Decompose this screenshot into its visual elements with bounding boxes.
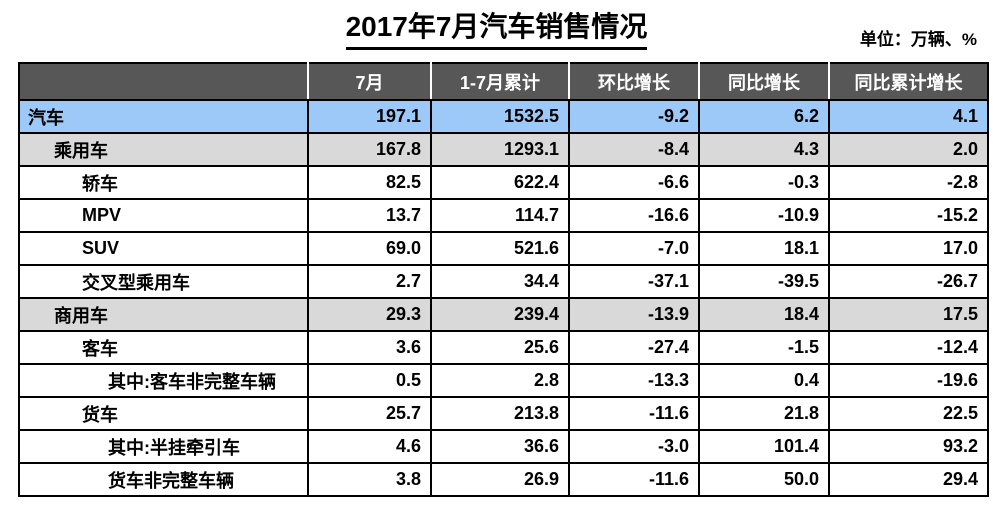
- table-row: 轿车 82.5 622.4 -6.6 -0.3 -2.8: [18, 165, 989, 200]
- value-cell: -6.6: [568, 165, 700, 200]
- column-header-category: [19, 63, 308, 101]
- page-title-text: 2017年7月汽车销售情况: [345, 5, 648, 50]
- value-cell: 17.0: [828, 231, 989, 266]
- value-cell: 2.8: [430, 363, 570, 398]
- value-cell: 239.4: [430, 297, 570, 332]
- table-row: SUV 69.0 521.6 -7.0 18.1 17.0: [18, 231, 989, 266]
- column-header-july: 7月: [307, 63, 431, 101]
- row-label-cell: 其中:客车非完整车辆: [18, 363, 309, 398]
- value-cell: 93.2: [828, 429, 989, 464]
- value-cell: 25.6: [430, 330, 570, 365]
- table-row: 其中:半挂牵引车 4.6 36.6 -3.0 101.4 93.2: [18, 429, 989, 464]
- value-cell: 82.5: [307, 165, 432, 200]
- table-row: 货车 25.7 213.8 -11.6 21.8 22.5: [18, 396, 989, 431]
- value-cell: 0.5: [307, 363, 432, 398]
- value-cell: -13.9: [568, 297, 700, 332]
- value-cell: 34.4: [430, 264, 570, 299]
- row-label-cell: 乘用车: [18, 132, 309, 167]
- value-cell: -13.3: [568, 363, 700, 398]
- value-cell: 18.1: [698, 231, 830, 266]
- value-cell: 1293.1: [430, 132, 570, 167]
- value-cell: 18.4: [698, 297, 830, 332]
- value-cell: 13.7: [307, 198, 432, 233]
- value-cell: -0.3: [698, 165, 830, 200]
- value-cell: -7.0: [568, 231, 700, 266]
- value-cell: 6.2: [698, 99, 830, 134]
- value-cell: 197.1: [307, 99, 432, 134]
- row-label-cell: 交叉型乘用车: [18, 264, 309, 299]
- value-cell: -9.2: [568, 99, 700, 134]
- row-label-cell: SUV: [18, 231, 309, 266]
- value-cell: 25.7: [307, 396, 432, 431]
- value-cell: 101.4: [698, 429, 830, 464]
- value-cell: -16.6: [568, 198, 700, 233]
- row-label-cell: 轿车: [18, 165, 309, 200]
- table-row: 乘用车 167.8 1293.1 -8.4 4.3 2.0: [18, 132, 989, 167]
- value-cell: -27.4: [568, 330, 700, 365]
- table-row: 商用车 29.3 239.4 -13.9 18.4 17.5: [18, 297, 989, 332]
- value-cell: 521.6: [430, 231, 570, 266]
- row-label-cell: 商用车: [18, 297, 309, 332]
- value-cell: -10.9: [698, 198, 830, 233]
- value-cell: 4.1: [828, 99, 989, 134]
- value-cell: 2.0: [828, 132, 989, 167]
- value-cell: 26.9: [430, 462, 570, 497]
- unit-label: 单位：万辆、%: [859, 30, 977, 49]
- value-cell: -19.6: [828, 363, 989, 398]
- row-label-cell: 客车: [18, 330, 309, 365]
- value-cell: 0.4: [698, 363, 830, 398]
- table-row: 汽车 197.1 1532.5 -9.2 6.2 4.1: [18, 99, 989, 134]
- value-cell: 2.7: [307, 264, 432, 299]
- value-cell: 50.0: [698, 462, 830, 497]
- column-header-mom-growth: 环比增长: [568, 63, 699, 101]
- value-cell: -11.6: [568, 396, 700, 431]
- value-cell: 3.8: [307, 462, 432, 497]
- sales-table: 7月 1-7月累计 环比增长 同比增长 同比累计增长 汽车 197.1 1532.5…: [18, 62, 989, 497]
- table-row: 客车 3.6 25.6 -27.4 -1.5 -12.4: [18, 330, 989, 365]
- value-cell: -1.5: [698, 330, 830, 365]
- row-label-cell: 汽车: [18, 99, 309, 134]
- value-cell: -26.7: [828, 264, 989, 299]
- value-cell: 17.5: [828, 297, 989, 332]
- column-header-cumulative: 1-7月累计: [430, 63, 569, 101]
- value-cell: -37.1: [568, 264, 700, 299]
- value-cell: -39.5: [698, 264, 830, 299]
- value-cell: 29.3: [307, 297, 432, 332]
- table-row: 货车非完整车辆 3.8 26.9 -11.6 50.0 29.4: [18, 462, 989, 497]
- value-cell: -15.2: [828, 198, 989, 233]
- page-title: 2017年7月汽车销售情况: [0, 5, 993, 50]
- value-cell: -12.4: [828, 330, 989, 365]
- row-label-cell: MPV: [18, 198, 309, 233]
- value-cell: 69.0: [307, 231, 432, 266]
- row-label-cell: 货车: [18, 396, 309, 431]
- value-cell: 36.6: [430, 429, 570, 464]
- value-cell: 167.8: [307, 132, 432, 167]
- value-cell: 22.5: [828, 396, 989, 431]
- value-cell: -3.0: [568, 429, 700, 464]
- table-row: 交叉型乘用车 2.7 34.4 -37.1 -39.5 -26.7: [18, 264, 989, 299]
- value-cell: 21.8: [698, 396, 830, 431]
- table-body: 汽车 197.1 1532.5 -9.2 6.2 4.1 乘用车 167.8 1293.1 -8.…: [18, 99, 989, 497]
- value-cell: 622.4: [430, 165, 570, 200]
- value-cell: 4.6: [307, 429, 432, 464]
- row-label-cell: 其中:半挂牵引车: [18, 429, 309, 464]
- row-label-cell: 货车非完整车辆: [18, 462, 309, 497]
- header-row: 7月 1-7月累计 环比增长 同比增长 同比累计增长: [19, 63, 988, 101]
- value-cell: 4.3: [698, 132, 830, 167]
- value-cell: -8.4: [568, 132, 700, 167]
- table-row: MPV 13.7 114.7 -16.6 -10.9 -15.2: [18, 198, 989, 233]
- value-cell: 3.6: [307, 330, 432, 365]
- value-cell: 114.7: [430, 198, 570, 233]
- value-cell: -2.8: [828, 165, 989, 200]
- column-header-yoy-growth: 同比增长: [698, 63, 829, 101]
- value-cell: -11.6: [568, 462, 700, 497]
- value-cell: 29.4: [828, 462, 989, 497]
- value-cell: 213.8: [430, 396, 570, 431]
- table-row: 其中:客车非完整车辆 0.5 2.8 -13.3 0.4 -19.6: [18, 363, 989, 398]
- value-cell: 1532.5: [430, 99, 570, 134]
- column-header-yoy-cumulative-growth: 同比累计增长: [828, 63, 988, 101]
